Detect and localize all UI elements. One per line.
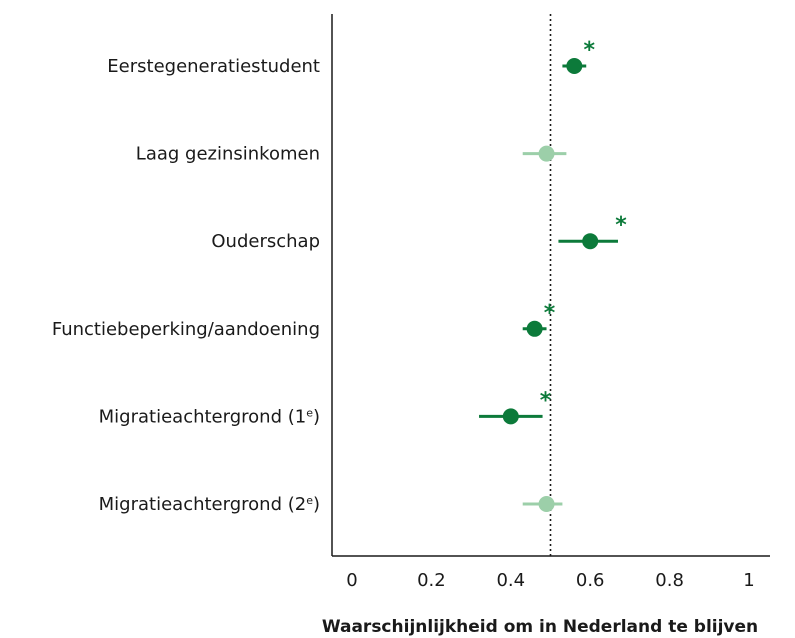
point-estimate	[538, 145, 555, 162]
point-estimate	[566, 58, 583, 74]
x-tick-label: 0.2	[417, 570, 446, 591]
labels-layer: 0 0.2 0.4 0.6 0.8 1 Eerstegeneratiestudent Laag…	[52, 56, 755, 591]
point-estimate	[538, 496, 555, 512]
marks-layer: * * * *	[479, 38, 627, 512]
significance-star: *	[615, 213, 627, 238]
x-tick-label: 0	[346, 570, 357, 591]
category-label: Migratieachtergrond (2e)	[99, 494, 320, 516]
x-axis-title: Waarschijnlijkheid om in Nederland te bl…	[322, 617, 758, 637]
point-estimate	[502, 408, 519, 425]
category-label: Ouderschap	[211, 231, 320, 252]
significance-star: *	[583, 38, 595, 63]
x-tick-label: 0.6	[576, 570, 605, 591]
axes-layer	[331, 14, 770, 557]
category-label: Migratieachtergrond (1e)	[99, 406, 320, 428]
category-label: Eerstegeneratiestudent	[107, 56, 320, 77]
x-tick-label: 1	[743, 570, 754, 591]
point-estimate	[582, 233, 599, 250]
category-label: Functiebeperking/aandoening	[52, 319, 320, 340]
x-tick-label: 0.8	[655, 570, 684, 591]
x-tick-label: 0.4	[496, 570, 525, 591]
category-label: Laag gezinsinkomen	[136, 144, 320, 165]
point-estimate	[526, 320, 543, 337]
significance-star: *	[544, 301, 556, 326]
significance-star: *	[540, 388, 552, 413]
